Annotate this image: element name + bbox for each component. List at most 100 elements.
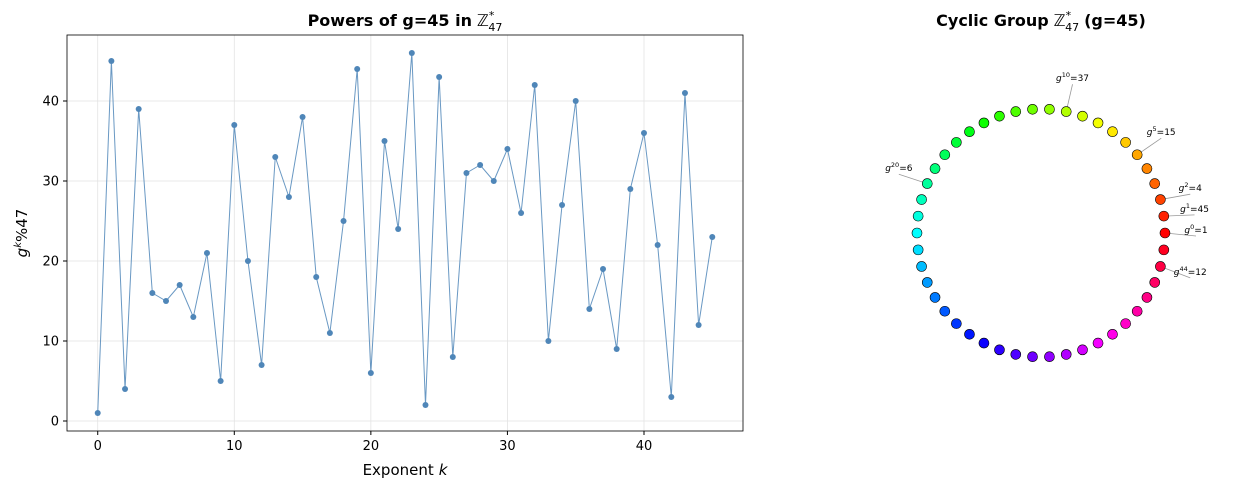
y-tick-label: 20	[42, 255, 59, 270]
data-point	[640, 130, 647, 136]
group-element	[978, 117, 990, 129]
data-point	[613, 346, 620, 352]
group-element	[1060, 106, 1072, 117]
title-text: Cyclic Group	[936, 11, 1049, 30]
group-element	[1158, 210, 1170, 222]
annotation-power: 20	[891, 161, 899, 169]
data-point	[490, 178, 497, 184]
annotation-result: =12	[1188, 268, 1207, 278]
data-point	[463, 170, 470, 176]
group-element	[1060, 349, 1072, 360]
group-element	[1077, 344, 1088, 356]
group-element	[1159, 227, 1171, 239]
group-element	[1092, 117, 1104, 129]
data-point	[244, 258, 251, 264]
data-point	[627, 186, 634, 192]
title-symbol: ℤ	[477, 11, 489, 30]
data-point	[313, 274, 320, 280]
group-element	[921, 178, 933, 189]
x-tick-label: 40	[636, 439, 653, 454]
annotation-power: 10	[1062, 71, 1070, 79]
data-point	[108, 58, 115, 64]
data-line	[97, 52, 713, 414]
data-point	[94, 410, 101, 416]
data-point	[299, 114, 306, 120]
title-sub: 47	[488, 21, 502, 34]
x-tick-label: 10	[226, 439, 243, 454]
data-point	[449, 354, 456, 360]
data-point	[531, 82, 538, 88]
y-tick-label: 10	[42, 335, 59, 350]
annotation-power: 5	[1153, 125, 1157, 133]
x-axis-label-text: Exponent	[363, 461, 434, 479]
group-element	[916, 194, 927, 205]
data-point	[695, 322, 702, 328]
group-element	[1155, 261, 1166, 272]
y-axis-label-base: g	[13, 248, 31, 258]
group-element	[939, 305, 951, 317]
annotation-base: g	[1056, 74, 1062, 84]
data-point	[395, 226, 402, 232]
group-element	[939, 149, 951, 161]
data-point	[149, 290, 156, 296]
annotation-line	[1160, 266, 1191, 279]
data-point	[709, 234, 716, 240]
annotation-result: =45	[1190, 205, 1209, 215]
group-element	[1149, 277, 1161, 288]
annotation-base: g	[1184, 226, 1190, 236]
annotation-base: g	[885, 164, 891, 174]
group-element	[994, 110, 1005, 122]
title-sup: *	[489, 9, 495, 22]
group-element	[978, 337, 990, 349]
y-tick-label: 40	[42, 95, 59, 110]
annotation-power: 2	[1184, 181, 1188, 189]
data-point	[163, 298, 170, 304]
title-sub: 47	[1065, 21, 1079, 34]
y-tick-label: 30	[42, 175, 59, 190]
group-element	[929, 292, 941, 303]
data-point	[408, 50, 415, 56]
group-element	[1107, 126, 1118, 137]
annotation: g20=6	[885, 161, 913, 174]
group-element	[1120, 137, 1131, 148]
annotation: g44=12	[1174, 265, 1207, 278]
data-point	[572, 98, 579, 104]
x-axis-label-var: k	[439, 461, 449, 479]
data-point	[122, 386, 129, 392]
data-point	[217, 378, 224, 384]
data-point	[203, 250, 210, 256]
data-point	[367, 370, 374, 376]
data-point	[340, 218, 347, 224]
annotation-result: =6	[899, 164, 913, 174]
chart-title: Powers of g=45 in ℤ* 47	[308, 9, 503, 34]
data-point	[258, 362, 265, 368]
group-element	[911, 227, 923, 239]
group-element	[1131, 149, 1143, 161]
data-point	[600, 266, 607, 272]
annotation-result: =1	[1194, 226, 1207, 236]
x-tick-label: 20	[363, 439, 380, 454]
data-point	[190, 314, 197, 320]
annotation: g2=4	[1179, 181, 1202, 194]
annotation-base: g	[1180, 205, 1186, 215]
group-element	[1155, 194, 1166, 205]
y-tick-label: 0	[51, 415, 59, 430]
annotation: g5=15	[1147, 125, 1176, 138]
data-point	[381, 138, 388, 144]
annotation-power: 1	[1186, 202, 1190, 210]
group-element	[1149, 178, 1161, 189]
group-element	[964, 126, 975, 137]
group-element	[1120, 318, 1131, 329]
group-element	[1044, 351, 1055, 363]
chart-title: Cyclic Group ℤ* 47 (g=45)	[936, 9, 1146, 34]
data-point	[285, 194, 292, 200]
y-axis-label-sup: k	[13, 241, 24, 248]
group-element	[1131, 305, 1143, 317]
data-point	[176, 282, 183, 288]
data-point	[668, 394, 675, 400]
data-point	[231, 122, 238, 128]
group-element	[951, 137, 962, 148]
annotation-base: g	[1174, 268, 1180, 278]
annotation: g0=1	[1184, 223, 1207, 236]
data-point	[326, 330, 333, 336]
